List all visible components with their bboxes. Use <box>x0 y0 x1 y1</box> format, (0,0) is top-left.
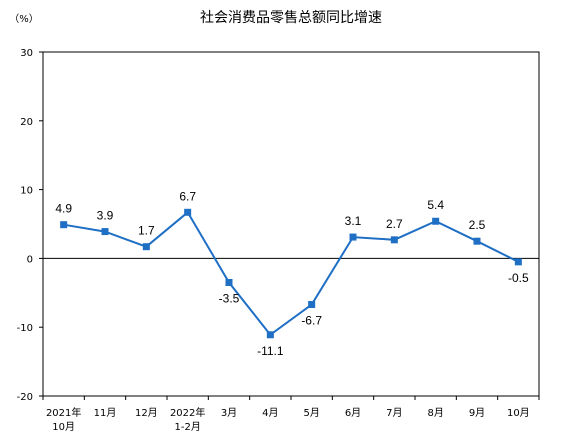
data-label: -0.5 <box>508 271 529 285</box>
x-tick-label: 8月 <box>427 407 443 419</box>
data-point <box>349 233 357 241</box>
x-tick-label: 2021年 <box>46 406 81 419</box>
data-label: 1.7 <box>138 224 155 238</box>
data-label: 3.1 <box>345 214 362 228</box>
x-tick-label: 9月 <box>469 407 485 419</box>
y-tick-label: 10 <box>20 186 33 197</box>
data-point <box>184 208 192 216</box>
data-point <box>514 258 522 266</box>
data-label: -3.5 <box>219 291 240 305</box>
data-label: 5.4 <box>427 198 444 212</box>
data-point <box>432 217 440 225</box>
y-tick-label: -20 <box>17 392 33 403</box>
series-line <box>63 210 519 337</box>
data-label: 2.5 <box>469 218 486 232</box>
data-labels: 4.9 3.9 1.7 6.7 -3.5 -11.1 -6.7 3.1 2.7 5.4 2.5 -0.… <box>55 189 529 357</box>
plot-frame <box>42 51 540 397</box>
unit-label: （%） <box>9 13 39 25</box>
y-tick-label: -10 <box>17 323 33 334</box>
data-point <box>266 331 274 339</box>
chart-title: 社会消费品零售总额同比增速 <box>200 10 382 26</box>
x-tick-label-line2: 1-2月 <box>174 421 200 433</box>
data-point <box>308 300 316 308</box>
data-point <box>60 221 68 229</box>
data-point <box>473 237 481 245</box>
data-label: 4.9 <box>55 202 72 216</box>
data-point <box>101 228 109 236</box>
data-point <box>225 278 233 286</box>
series-markers <box>60 208 522 339</box>
x-tick-label: 2022年 <box>170 406 205 419</box>
y-axis-ticks: 30 20 10 0 -10 -20 <box>17 48 43 403</box>
x-tick-label: 4月 <box>262 407 278 419</box>
x-tick-label: 6月 <box>345 407 361 419</box>
y-tick-label: 20 <box>20 117 33 128</box>
data-label: 6.7 <box>179 189 196 203</box>
x-tick-label: 12月 <box>135 407 158 419</box>
x-tick-label: 7月 <box>386 407 402 419</box>
x-tick-label: 3月 <box>221 407 237 419</box>
data-point <box>142 243 150 251</box>
data-label: 3.9 <box>97 209 114 223</box>
data-label: -6.7 <box>301 313 322 327</box>
x-tick-label-line2: 10月 <box>52 421 75 433</box>
data-label: -11.1 <box>257 344 284 358</box>
x-axis-ticks: 2021年 10月 11月 12月 2022年 1-2月 3月 4月 5月 6月 7月 8月 9月 10月 <box>42 396 540 433</box>
x-tick-label: 10月 <box>507 407 530 419</box>
y-tick-label: 30 <box>20 48 33 59</box>
data-point <box>390 236 398 244</box>
data-label: 2.7 <box>386 217 403 231</box>
y-tick-label: 0 <box>27 254 33 265</box>
x-tick-label: 11月 <box>94 407 117 419</box>
x-tick-label: 5月 <box>303 407 319 419</box>
